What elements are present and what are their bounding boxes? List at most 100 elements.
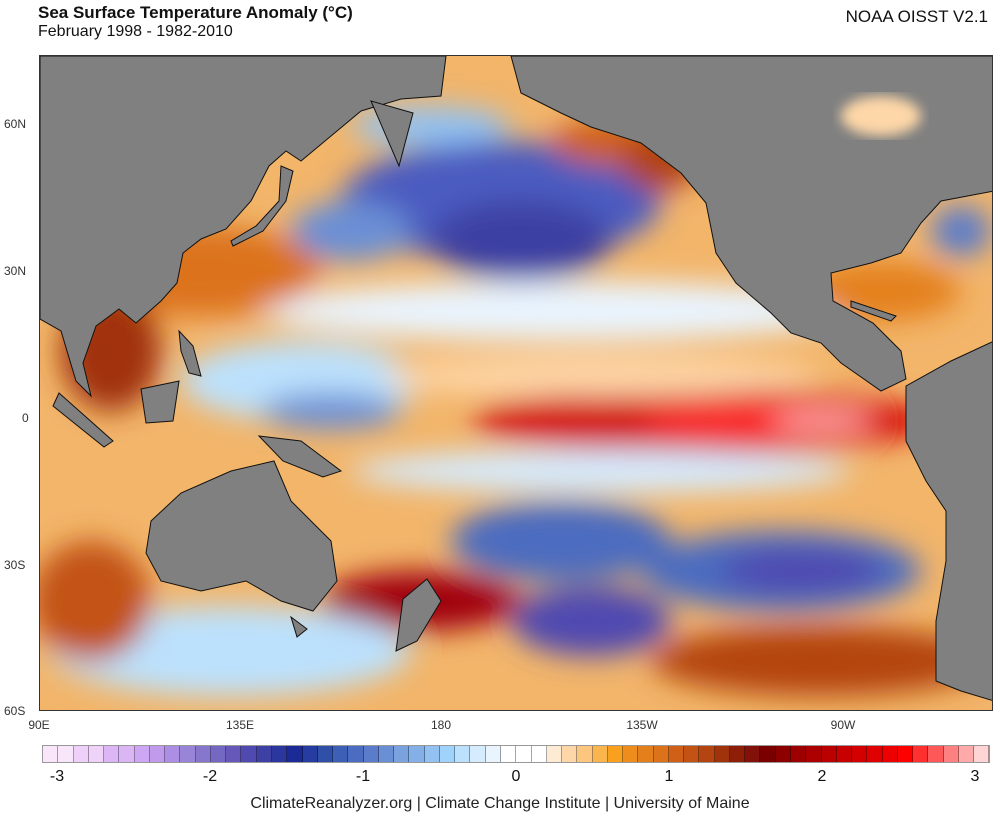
colorbar-swatch: [562, 746, 578, 762]
colorbar-tick: 1: [664, 768, 674, 785]
colorbar-swatch: [577, 746, 593, 762]
asia-land: [40, 56, 447, 398]
colorbar-swatch: [531, 746, 547, 762]
colorbar-tick: 0: [511, 768, 521, 785]
lon-label: 90W: [830, 718, 856, 732]
colorbar-swatch: [226, 746, 242, 762]
colorbar-swatch: [867, 746, 883, 762]
new-zealand-land: [395, 578, 442, 652]
colorbar-swatch: [180, 746, 196, 762]
colorbar-swatch: [43, 746, 59, 762]
colorbar-swatch: [302, 746, 318, 762]
colorbar-swatch: [745, 746, 761, 762]
colorbar-swatch: [882, 746, 898, 762]
tasmania-land: [290, 615, 308, 638]
colorbar: [42, 745, 990, 763]
colorbar-swatch: [287, 746, 303, 762]
south-america-land: [905, 341, 992, 701]
colorbar-swatch: [974, 746, 990, 762]
colorbar-tick: -2: [202, 768, 218, 785]
colorbar-swatch: [958, 746, 975, 762]
map-title: Sea Surface Temperature Anomaly (°C): [38, 3, 353, 22]
colorbar-swatch: [653, 746, 669, 762]
colorbar-swatch: [271, 746, 288, 762]
colorbar-swatch: [455, 746, 471, 762]
colorbar-swatch: [394, 746, 410, 762]
colorbar-swatch: [409, 746, 425, 762]
colorbar-swatch: [592, 746, 608, 762]
borneo-land: [140, 380, 180, 424]
colorbar-swatch: [714, 746, 730, 762]
colorbar-swatch: [104, 746, 120, 762]
colorbar-swatch: [195, 746, 211, 762]
japan-land: [230, 165, 294, 247]
colorbar-swatch: [836, 746, 853, 762]
colorbar-swatch: [58, 746, 74, 762]
colorbar-tick: -1: [355, 768, 371, 785]
colorbar-swatch: [943, 746, 959, 762]
colorbar-tick: 2: [817, 768, 827, 785]
colorbar-swatch: [256, 746, 272, 762]
colorbar-swatch: [88, 746, 105, 762]
hudson-bay-anomaly: [841, 96, 921, 136]
lon-label: 135W: [626, 718, 658, 732]
colorbar-swatch: [852, 746, 868, 762]
colorbar-swatch: [546, 746, 563, 762]
colorbar-swatch: [684, 746, 700, 762]
colorbar-swatch: [760, 746, 776, 762]
sst-anomaly-map[interactable]: [39, 55, 993, 711]
colorbar-swatch: [821, 746, 837, 762]
colorbar-swatch: [500, 746, 517, 762]
australia-land: [145, 460, 338, 612]
north-america-land: [510, 56, 992, 392]
dataset-label: NOAA OISST V2.1: [845, 7, 988, 26]
colorbar-swatch: [806, 746, 822, 762]
footer-credit: ClimateReanalyzer.org | Climate Change I…: [250, 795, 750, 812]
colorbar-swatch: [775, 746, 792, 762]
colorbar-swatch: [913, 746, 929, 762]
colorbar-swatch: [623, 746, 639, 762]
colorbar-swatch: [210, 746, 227, 762]
colorbar-tick: 3: [970, 768, 980, 785]
colorbar-swatch: [363, 746, 379, 762]
colorbar-swatch: [241, 746, 257, 762]
colorbar-swatch: [668, 746, 685, 762]
colorbar-swatch: [897, 746, 914, 762]
lon-label: 180: [430, 718, 452, 732]
lon-label: 135E: [225, 718, 255, 732]
colorbar-swatch: [165, 746, 181, 762]
colorbar-swatch: [638, 746, 654, 762]
colorbar-swatch: [470, 746, 486, 762]
colorbar-swatch: [485, 746, 501, 762]
colorbar-swatch: [729, 746, 746, 762]
colorbar-swatch: [699, 746, 715, 762]
sumatra-land: [52, 392, 114, 448]
colorbar-swatch: [607, 746, 624, 762]
cuba-land: [850, 300, 897, 322]
colorbar-swatch: [73, 746, 89, 762]
colorbar-swatch: [424, 746, 440, 762]
colorbar-swatch: [348, 746, 364, 762]
colorbar-swatch: [317, 746, 334, 762]
lat-label: 60N: [4, 117, 27, 131]
colorbar-swatch: [119, 746, 135, 762]
colorbar-swatch: [333, 746, 349, 762]
lat-label: 30N: [4, 264, 27, 278]
colorbar-swatch: [516, 746, 532, 762]
anomaly-field: [40, 106, 991, 696]
colorbar-swatch: [149, 746, 166, 762]
colorbar-swatch: [791, 746, 807, 762]
colorbar-swatch: [134, 746, 150, 762]
new-guinea-land: [257, 435, 343, 478]
lat-label: 30S: [4, 558, 26, 572]
map-subtitle: February 1998 - 1982-2010: [38, 23, 233, 40]
colorbar-swatch: [378, 746, 395, 762]
lat-label: 0: [22, 411, 29, 425]
colorbar-tick: -3: [49, 768, 65, 785]
philippines-land: [178, 329, 202, 377]
lat-label: 60S: [4, 704, 26, 718]
colorbar-swatch: [439, 746, 456, 762]
land-masses: [40, 56, 992, 701]
colorbar-swatch: [928, 746, 944, 762]
lon-label: 90E: [28, 718, 50, 732]
